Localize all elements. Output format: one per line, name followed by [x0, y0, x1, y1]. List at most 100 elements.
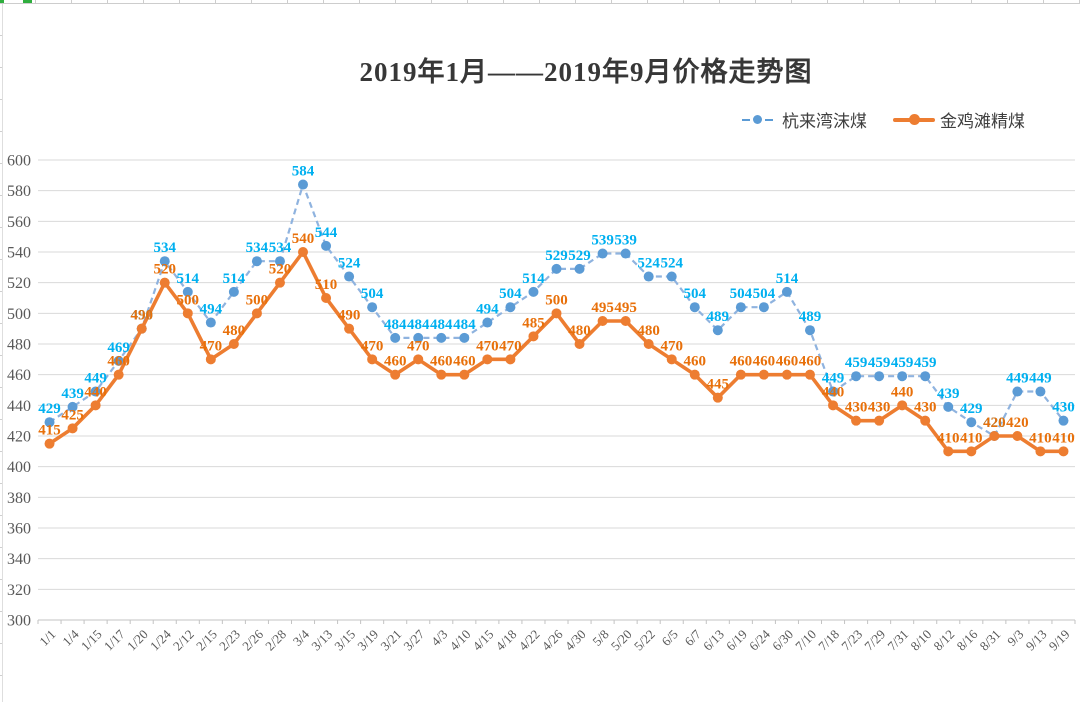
svg-text:520: 520	[153, 262, 176, 278]
svg-text:3/15: 3/15	[331, 627, 358, 654]
svg-text:440: 440	[7, 398, 31, 415]
svg-text:460: 460	[776, 354, 799, 370]
svg-text:410: 410	[1029, 430, 1052, 446]
svg-text:2/15: 2/15	[193, 627, 220, 654]
svg-text:524: 524	[637, 256, 660, 272]
svg-text:300: 300	[7, 613, 31, 630]
svg-text:7/18: 7/18	[815, 627, 842, 654]
svg-text:449: 449	[1006, 371, 1029, 387]
svg-text:340: 340	[7, 551, 31, 568]
svg-text:534: 534	[269, 240, 292, 256]
legend-item-jinjitan: 金鸡滩精煤	[893, 107, 1025, 132]
series-markers-hanglaiwan	[44, 179, 1069, 441]
svg-text:320: 320	[7, 582, 31, 599]
svg-text:494: 494	[200, 302, 223, 318]
svg-text:2/26: 2/26	[239, 626, 266, 653]
svg-text:1/1: 1/1	[36, 627, 58, 649]
svg-text:449: 449	[822, 371, 845, 387]
svg-text:524: 524	[338, 256, 361, 272]
svg-text:500: 500	[7, 306, 31, 323]
svg-text:6/13: 6/13	[700, 627, 727, 654]
svg-text:1/20: 1/20	[124, 627, 151, 654]
svg-text:514: 514	[177, 271, 200, 287]
svg-text:7/29: 7/29	[861, 627, 888, 654]
svg-text:514: 514	[522, 271, 545, 287]
svg-text:5/8: 5/8	[589, 627, 611, 649]
svg-text:425: 425	[61, 407, 84, 423]
spreadsheet-column-edge	[0, 0, 1080, 4]
svg-text:6/30: 6/30	[769, 627, 796, 654]
svg-text:490: 490	[338, 308, 361, 324]
svg-text:4/3: 4/3	[428, 627, 450, 649]
svg-text:449: 449	[1029, 371, 1052, 387]
svg-text:459: 459	[914, 355, 937, 371]
svg-text:584: 584	[292, 164, 315, 180]
svg-text:539: 539	[614, 233, 637, 249]
svg-text:1/15: 1/15	[78, 627, 105, 654]
svg-text:514: 514	[776, 271, 799, 287]
svg-text:430: 430	[1052, 400, 1075, 416]
svg-text:460: 460	[107, 354, 130, 370]
svg-text:539: 539	[591, 233, 614, 249]
svg-text:540: 540	[7, 245, 31, 262]
svg-text:430: 430	[914, 400, 937, 416]
svg-text:510: 510	[315, 277, 338, 293]
svg-text:430: 430	[868, 400, 891, 416]
svg-text:534: 534	[246, 240, 269, 256]
svg-text:4/15: 4/15	[470, 627, 497, 654]
legend-item-hanglaiwan: 杭来湾沫煤	[742, 107, 867, 132]
selection-mark-left	[0, 0, 4, 3]
svg-text:410: 410	[960, 430, 983, 446]
svg-text:500: 500	[177, 292, 200, 308]
svg-text:380: 380	[7, 490, 31, 507]
chart-title: 2019年1月——2019年9月价格走势图	[359, 57, 813, 87]
svg-text:524: 524	[660, 256, 683, 272]
svg-text:460: 460	[453, 354, 476, 370]
svg-text:460: 460	[684, 354, 707, 370]
svg-text:470: 470	[476, 338, 499, 354]
svg-text:6/7: 6/7	[682, 626, 705, 649]
svg-text:489: 489	[707, 309, 730, 325]
svg-text:3/27: 3/27	[400, 626, 427, 653]
svg-text:504: 504	[684, 286, 707, 302]
svg-text:534: 534	[153, 240, 176, 256]
svg-text:440: 440	[84, 384, 107, 400]
svg-text:504: 504	[361, 286, 384, 302]
svg-text:460: 460	[384, 354, 407, 370]
svg-text:500: 500	[246, 292, 269, 308]
svg-text:410: 410	[937, 430, 960, 446]
svg-text:3/4: 3/4	[290, 626, 313, 649]
svg-text:484: 484	[407, 317, 430, 333]
x-axis-labels: 1/1 1/41/151/171/201/242/122/152/232/262/…	[36, 626, 1072, 653]
svg-text:3/19: 3/19	[354, 627, 381, 654]
svg-text:9/13: 9/13	[1023, 627, 1050, 654]
svg-text:360: 360	[7, 521, 31, 538]
svg-text:8/10: 8/10	[907, 627, 934, 654]
svg-text:439: 439	[937, 386, 960, 402]
solid-line-dot-icon	[893, 114, 935, 125]
dashed-line-dot-icon	[742, 115, 773, 124]
svg-text:2/28: 2/28	[262, 627, 289, 654]
svg-text:470: 470	[200, 338, 223, 354]
svg-text:5/22: 5/22	[631, 627, 658, 654]
svg-text:544: 544	[315, 225, 338, 241]
svg-text:7/10: 7/10	[792, 627, 819, 654]
svg-text:459: 459	[845, 355, 868, 371]
svg-text:480: 480	[7, 337, 31, 354]
svg-text:7/23: 7/23	[838, 627, 865, 654]
svg-text:470: 470	[361, 338, 384, 354]
svg-text:440: 440	[891, 384, 914, 400]
svg-text:494: 494	[476, 302, 499, 318]
gridlines	[38, 159, 1075, 621]
svg-text:560: 560	[7, 214, 31, 231]
svg-text:2/12: 2/12	[170, 627, 197, 654]
svg-text:429: 429	[38, 401, 61, 417]
svg-text:480: 480	[637, 323, 660, 339]
svg-text:410: 410	[1052, 430, 1075, 446]
legend-label-jinjitan: 金鸡滩精煤	[940, 112, 1025, 131]
svg-text:1/4: 1/4	[59, 626, 82, 649]
svg-text:489: 489	[799, 309, 822, 325]
svg-text:470: 470	[407, 338, 430, 354]
svg-text:469: 469	[107, 340, 130, 356]
